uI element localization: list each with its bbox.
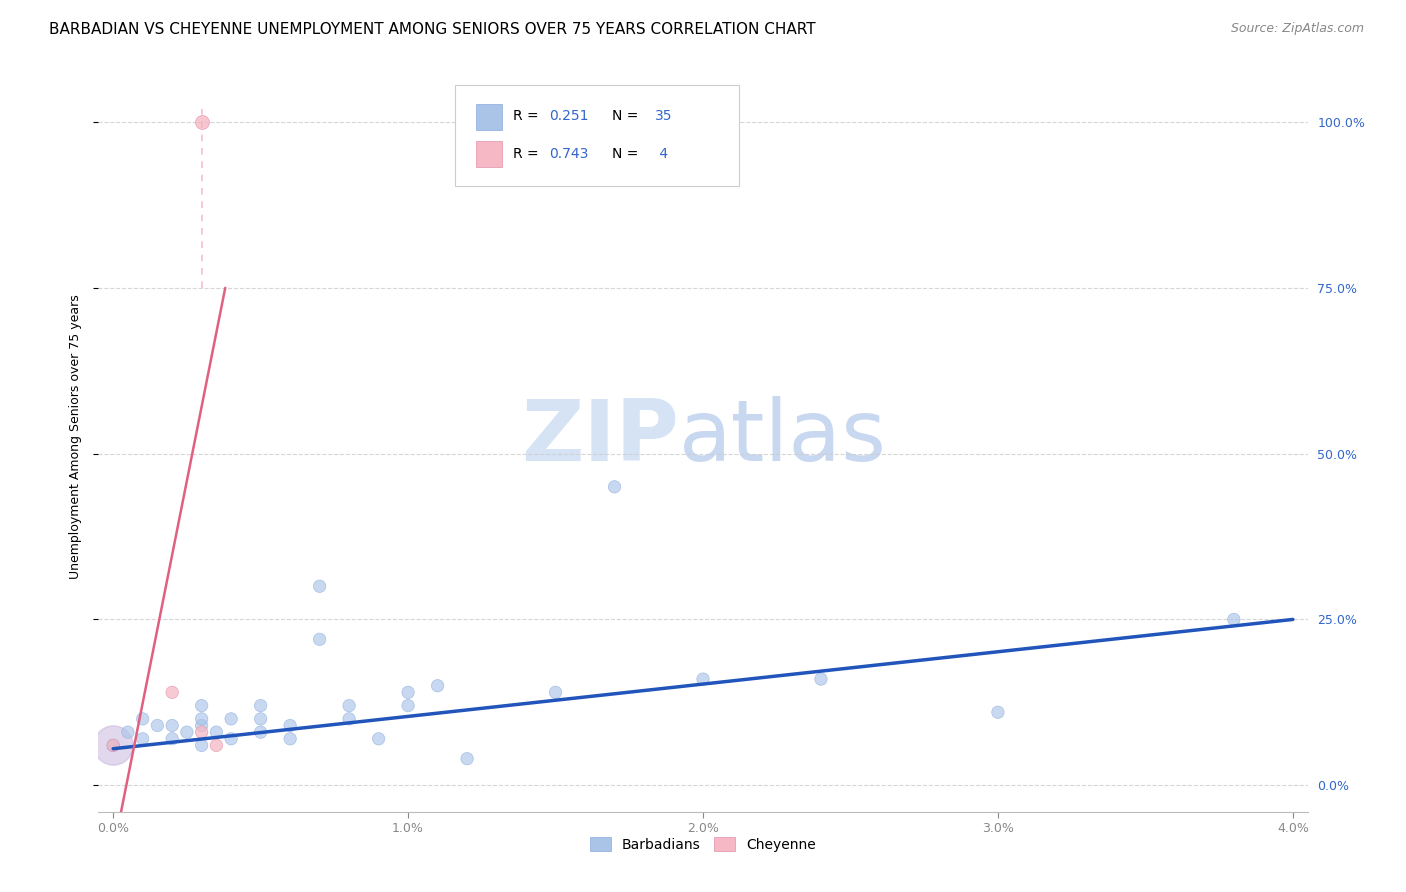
Point <box>456 752 478 766</box>
Point <box>1223 612 1246 626</box>
Point <box>101 739 124 753</box>
Point <box>205 739 228 753</box>
Text: BARBADIAN VS CHEYENNE UNEMPLOYMENT AMONG SENIORS OVER 75 YEARS CORRELATION CHART: BARBADIAN VS CHEYENNE UNEMPLOYMENT AMONG… <box>49 22 815 37</box>
Point <box>544 685 567 699</box>
Point <box>176 725 198 739</box>
Text: atlas: atlas <box>679 395 887 479</box>
Point <box>337 698 360 713</box>
Text: 35: 35 <box>655 110 672 123</box>
Point <box>692 672 714 686</box>
Y-axis label: Unemployment Among Seniors over 75 years: Unemployment Among Seniors over 75 years <box>69 294 82 580</box>
Point <box>146 718 169 732</box>
Text: 4: 4 <box>655 147 668 161</box>
Point <box>190 718 212 732</box>
Text: R =: R = <box>513 147 543 161</box>
Point <box>101 739 124 753</box>
Legend: Barbadians, Cheyenne: Barbadians, Cheyenne <box>585 831 821 857</box>
Point <box>278 731 301 746</box>
Point <box>810 672 832 686</box>
Point <box>190 115 212 129</box>
Point <box>603 480 626 494</box>
Point <box>337 712 360 726</box>
Text: 0.743: 0.743 <box>550 147 589 161</box>
Point <box>190 725 212 739</box>
Point <box>131 712 153 726</box>
Point <box>160 731 183 746</box>
Point <box>396 685 419 699</box>
Point <box>101 739 124 753</box>
Point <box>426 679 449 693</box>
Point <box>190 712 212 726</box>
Point <box>249 698 271 713</box>
Point <box>987 705 1010 719</box>
FancyBboxPatch shape <box>475 103 502 130</box>
Point <box>278 718 301 732</box>
FancyBboxPatch shape <box>456 85 740 186</box>
Point <box>117 725 139 739</box>
Text: Source: ZipAtlas.com: Source: ZipAtlas.com <box>1230 22 1364 36</box>
Point <box>190 739 212 753</box>
FancyBboxPatch shape <box>475 141 502 168</box>
Point <box>308 579 330 593</box>
Point <box>308 632 330 647</box>
Text: 0.251: 0.251 <box>550 110 589 123</box>
Point <box>249 712 271 726</box>
Text: N =: N = <box>613 110 643 123</box>
Point <box>396 698 419 713</box>
Text: ZIP: ZIP <box>522 395 679 479</box>
Text: N =: N = <box>613 147 643 161</box>
Point <box>131 731 153 746</box>
Point <box>205 725 228 739</box>
Point <box>367 731 389 746</box>
Point <box>249 725 271 739</box>
Point <box>219 712 242 726</box>
Point <box>219 731 242 746</box>
Point <box>160 685 183 699</box>
Text: R =: R = <box>513 110 543 123</box>
Point <box>190 698 212 713</box>
Point <box>160 718 183 732</box>
